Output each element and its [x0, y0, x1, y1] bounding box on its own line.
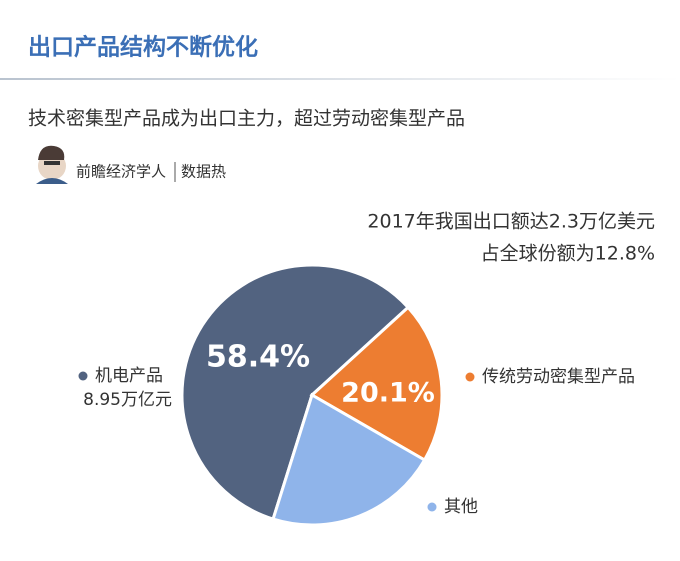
data-label: 20.1% — [341, 378, 435, 409]
tag: 数据热 — [181, 163, 226, 181]
avatar — [36, 145, 68, 184]
annotation: 2017年我国出口额达2.3万亿美元 — [367, 211, 655, 233]
pie-slice — [180, 263, 411, 521]
subtitle: 技术密集型产品成为出口主力，超过劳动密集型产品 — [28, 108, 465, 130]
category-label: 其他 — [444, 497, 478, 517]
data-label: 58.4% — [206, 340, 310, 375]
annotation: 占全球份额为12.8% — [481, 243, 655, 265]
legend-marker — [427, 502, 437, 512]
pie-slice — [271, 392, 427, 527]
title: 出口产品结构不断优化 — [28, 34, 258, 61]
legend-marker — [78, 371, 88, 381]
category-label: 传统劳动密集型产品 — [482, 367, 635, 387]
category-label: 机电产品 — [95, 366, 163, 386]
legend-marker — [465, 372, 475, 382]
source: 前瞻经济学人 — [76, 163, 166, 181]
category-note: 8.95万亿元 — [83, 390, 172, 410]
divider — [0, 78, 680, 80]
pie-slice — [309, 305, 444, 463]
